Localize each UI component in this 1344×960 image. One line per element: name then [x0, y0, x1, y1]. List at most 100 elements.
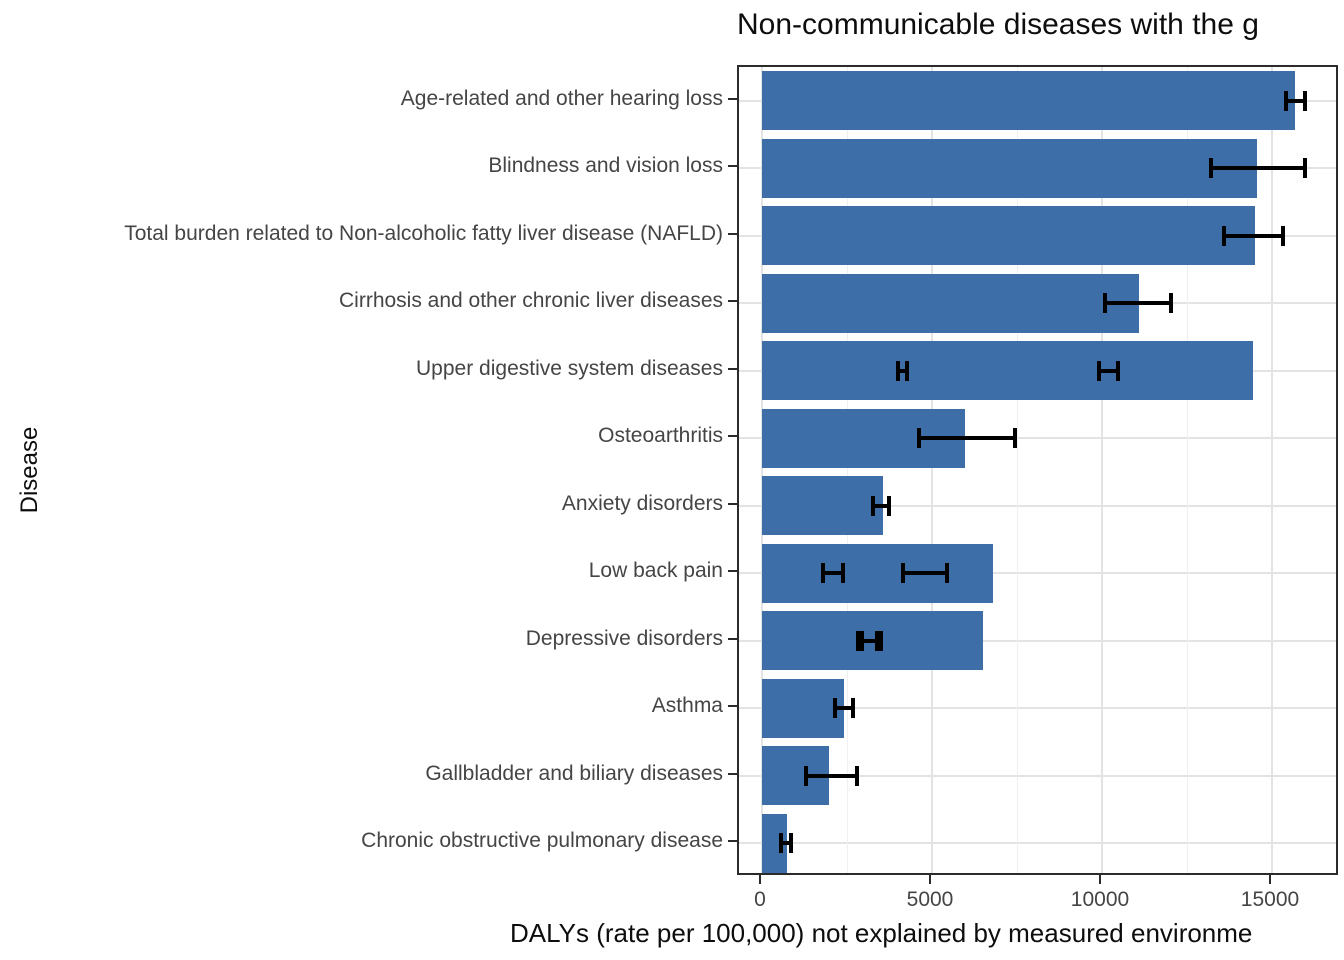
error-bar-cap-left — [821, 563, 826, 584]
x-tick-label: 0 — [754, 888, 766, 911]
y-tick-label: Depressive disorders — [525, 626, 723, 650]
chart-title: Non-communicable diseases with the g — [737, 8, 1259, 41]
error-bar-line — [1211, 166, 1305, 171]
y-tick-label: Blindness and vision loss — [488, 154, 723, 178]
error-bar-cap-right — [879, 630, 883, 651]
grid-line-v-minor — [846, 67, 848, 873]
error-bar-cap-left — [871, 495, 876, 516]
bar — [762, 138, 1258, 198]
bar — [762, 543, 993, 603]
y-tick-label: Gallbladder and biliary diseases — [425, 761, 723, 785]
error-bar-line — [861, 638, 881, 643]
y-tick-label: Cirrhosis and other chronic liver diseas… — [339, 289, 723, 313]
y-axis-tick — [728, 772, 737, 775]
error-bar-cap-right — [1115, 360, 1120, 381]
x-tick-label: 5000 — [906, 888, 954, 911]
y-tick-label: Chronic obstructive pulmonary disease — [361, 829, 723, 853]
error-bar-line — [835, 706, 854, 711]
error-bar-cap-left — [833, 698, 838, 719]
error-bar-line — [1224, 233, 1283, 238]
grid-line-v-major — [1101, 67, 1103, 873]
y-axis-tick — [728, 570, 737, 573]
error-bar-line — [781, 841, 792, 846]
y-axis-tick — [728, 637, 737, 640]
plot-panel — [737, 65, 1338, 875]
error-bar-line — [898, 368, 908, 373]
y-axis-tick — [728, 232, 737, 235]
error-bar-cap-left — [1096, 360, 1101, 381]
error-bar-cap-right — [944, 563, 949, 584]
y-tick-label: Osteoarthritis — [598, 424, 723, 448]
y-tick-label: Total burden related to Non-alcoholic fa… — [124, 221, 723, 245]
error-bar-cap-right — [1280, 225, 1285, 246]
error-bar-cap-right — [1302, 158, 1307, 179]
error-bar-cap-right — [887, 495, 892, 516]
error-bar-cap-left — [917, 428, 922, 449]
bar — [762, 71, 1296, 131]
grid-line-v-major — [761, 67, 763, 873]
grid-line-h — [739, 504, 1336, 507]
error-bar-line — [1098, 368, 1118, 373]
bar — [762, 678, 844, 738]
error-bar-cap-left — [896, 360, 900, 381]
y-tick-label: Upper digestive system diseases — [416, 356, 723, 380]
y-tick-label: Age-related and other hearing loss — [400, 86, 723, 110]
error-bar-cap-right — [1012, 428, 1017, 449]
y-axis-tick — [728, 840, 737, 843]
y-axis-tick — [728, 435, 737, 438]
grid-line-h — [739, 774, 1336, 777]
grid-line-h — [739, 639, 1336, 642]
error-bar-cap-right — [851, 698, 856, 719]
grid-line-h — [739, 842, 1336, 845]
bar — [762, 341, 1253, 401]
grid-line-v-minor — [1016, 67, 1018, 873]
error-bar-cap-right — [789, 833, 794, 854]
grid-line-v-major — [931, 67, 933, 873]
y-axis-tick — [728, 705, 737, 708]
error-bar-line — [919, 436, 1015, 441]
y-axis-tick — [728, 165, 737, 168]
y-tick-label: Anxiety disorders — [561, 491, 723, 515]
x-axis-title: DALYs (rate per 100,000) not explained b… — [510, 918, 1253, 948]
x-tick-label: 10000 — [1070, 888, 1130, 911]
error-bar-cap-right — [1302, 90, 1307, 111]
error-bar-line — [823, 571, 843, 576]
error-bar-cap-left — [804, 765, 809, 786]
error-bar-cap-left — [1222, 225, 1227, 246]
grid-line-h — [739, 437, 1336, 440]
grid-line-v-major — [1271, 67, 1273, 873]
error-bar-cap-right — [1169, 293, 1174, 314]
y-axis-tick — [728, 97, 737, 100]
error-bar-cap-left — [1284, 90, 1289, 111]
bar — [762, 273, 1140, 333]
error-bar-line — [873, 503, 890, 508]
y-tick-label: Low back pain — [588, 559, 723, 583]
x-axis-tick — [929, 875, 931, 884]
y-axis-tick — [728, 502, 737, 505]
bar — [762, 206, 1255, 266]
error-bar-line — [1286, 98, 1305, 103]
y-tick-label: Asthma — [651, 694, 723, 718]
x-axis-tick — [759, 875, 761, 884]
error-bar-cap-right — [905, 360, 910, 381]
x-axis-tick — [1099, 875, 1101, 884]
x-axis-tick — [1269, 875, 1271, 884]
bar — [762, 476, 884, 536]
y-axis-tick — [728, 300, 737, 303]
error-bar-cap-left — [901, 563, 906, 584]
error-bar-cap-left — [1103, 293, 1108, 314]
error-bar-cap-left — [779, 833, 784, 854]
error-bar-cap-left — [855, 630, 860, 651]
error-bar-line — [1105, 301, 1171, 306]
error-bar-cap-right — [855, 765, 860, 786]
y-axis-tick — [728, 367, 737, 370]
grid-line-v-minor — [1186, 67, 1188, 873]
grid-line-h — [739, 572, 1336, 575]
error-bar-line — [806, 773, 858, 778]
error-bar-cap-left — [859, 630, 864, 651]
error-bar-cap-left — [1209, 158, 1214, 179]
error-bar-line — [903, 571, 947, 576]
error-bar-cap-right — [840, 563, 845, 584]
x-tick-label: 15000 — [1240, 888, 1300, 911]
